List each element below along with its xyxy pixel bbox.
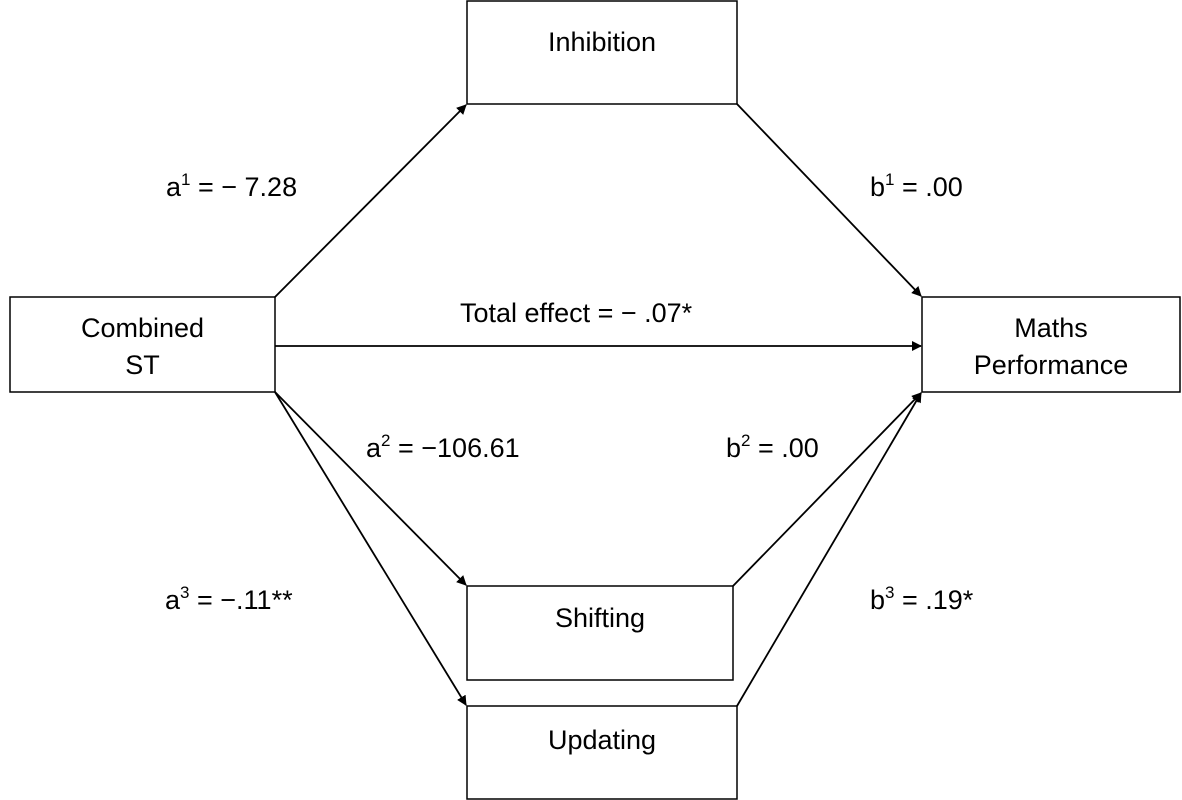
edge-label: b1 = .00: [870, 170, 963, 202]
node-label: Updating: [548, 725, 656, 755]
node-label: Shifting: [555, 603, 645, 633]
label-rest: = − 7.28: [191, 172, 298, 202]
edge-label: a2 = −106.61: [366, 431, 520, 463]
label-base: b: [870, 585, 885, 615]
label-rest: = −106.61: [391, 433, 520, 463]
label-rest: = −.11**: [190, 585, 294, 615]
edge-label: Total effect = − .07*: [460, 298, 693, 328]
arrow: [274, 391, 467, 586]
label-rest: = .19*: [895, 585, 974, 615]
label-sup: 1: [885, 170, 894, 189]
arrow: [736, 392, 922, 707]
arrow: [736, 103, 922, 297]
node-label: Combined: [81, 313, 204, 343]
label-sup: 3: [180, 583, 189, 602]
arrow: [274, 104, 467, 298]
label-sup: 2: [381, 431, 390, 450]
node-box: [921, 296, 1181, 393]
label-rest: = .00: [895, 172, 963, 202]
label-base: a: [366, 433, 382, 463]
label-sup: 1: [181, 170, 190, 189]
node-label: ST: [125, 350, 160, 380]
node-label: Maths: [1014, 313, 1088, 343]
label-sup: 3: [885, 583, 894, 602]
node-label: Inhibition: [548, 27, 656, 57]
nodes: Inhibition Combined ST Maths Performance Shif…: [9, 0, 1181, 800]
edge-label: b3 = .19*: [870, 583, 974, 615]
node-box: [466, 585, 734, 681]
node-box: [466, 0, 738, 105]
arrows: [274, 103, 922, 707]
edge-label: a3 = −.11**: [165, 583, 293, 615]
label-sup: 2: [741, 431, 750, 450]
label-rest: = .00: [751, 433, 819, 463]
node-box: [466, 705, 738, 800]
edge-label: a1 = − 7.28: [166, 170, 297, 202]
node-label: Performance: [974, 350, 1129, 380]
label-base: a: [165, 585, 181, 615]
edge-label: b2 = .00: [726, 431, 819, 463]
arrow: [732, 392, 922, 587]
label-base: b: [726, 433, 741, 463]
label-base: b: [870, 172, 885, 202]
node-box: [9, 296, 276, 393]
label-base: a: [166, 172, 182, 202]
arrow: [274, 391, 467, 706]
